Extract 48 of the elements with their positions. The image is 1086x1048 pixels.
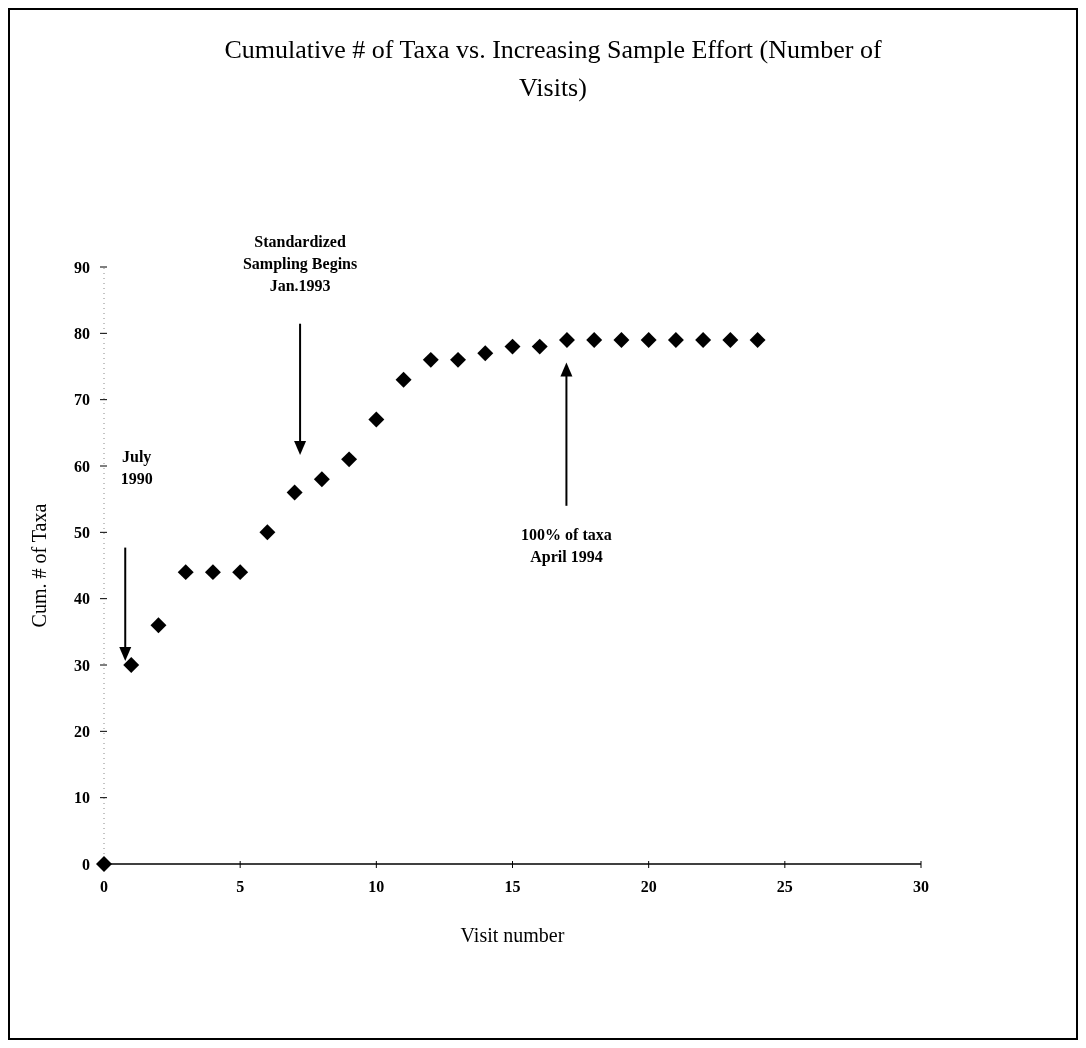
point xyxy=(586,332,603,348)
point xyxy=(123,657,140,673)
y-tick-label: 40 xyxy=(74,590,90,608)
point xyxy=(177,564,194,581)
point xyxy=(286,484,303,501)
annotation: July 1990 xyxy=(120,448,153,488)
point xyxy=(150,617,167,634)
y-tick-label: 10 xyxy=(74,789,90,807)
point xyxy=(667,332,684,348)
chart-title: Cumulative # of Taxa vs. Increasing Sample Effort (Number of Visits) xyxy=(224,35,882,102)
x-tick-label: 20 xyxy=(640,878,657,895)
point xyxy=(368,411,385,428)
point xyxy=(613,332,630,348)
x-tick-label: 0 xyxy=(100,878,108,895)
point xyxy=(422,351,439,368)
point xyxy=(695,332,712,348)
x-tick-label: 5 xyxy=(236,878,245,895)
point xyxy=(313,471,330,488)
y-tick-label: 90 xyxy=(74,258,90,276)
y-axis-title: Cum. # of Taxa xyxy=(28,503,50,628)
point xyxy=(504,338,521,355)
y-tick-label: 20 xyxy=(74,722,90,740)
y-tick-label: 60 xyxy=(74,457,90,475)
y-tick-label: 50 xyxy=(74,523,90,541)
point xyxy=(259,524,276,541)
x-tick-label: 30 xyxy=(913,878,929,895)
point xyxy=(96,856,112,872)
point xyxy=(204,564,221,581)
point xyxy=(749,332,766,348)
point xyxy=(477,345,494,362)
x-tick-label: 10 xyxy=(368,878,385,895)
point xyxy=(450,351,466,368)
point xyxy=(531,338,548,355)
point xyxy=(395,371,412,388)
y-tick-label: 0 xyxy=(82,855,90,873)
x-tick-label: 25 xyxy=(776,878,793,895)
x-tick-label: 15 xyxy=(504,878,521,895)
point xyxy=(559,332,575,348)
y-tick-label: 70 xyxy=(74,391,90,409)
point xyxy=(341,451,358,468)
x-axis-title: Visit number xyxy=(460,924,565,946)
y-tick-label: 80 xyxy=(74,324,90,342)
point xyxy=(232,564,249,581)
annotation: Standardized Sampling Begins Jan.1993 xyxy=(242,233,358,295)
point xyxy=(640,332,657,348)
y-tick-label: 30 xyxy=(74,656,90,674)
point xyxy=(722,332,739,348)
annotation: 100% of taxa April 1994 xyxy=(521,525,612,566)
